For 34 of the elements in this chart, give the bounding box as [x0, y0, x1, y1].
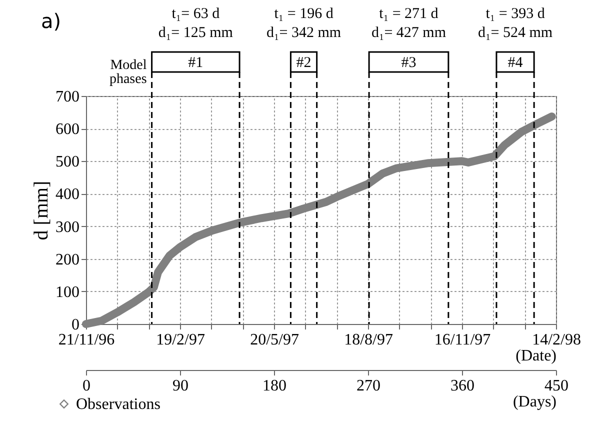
x2-tick-label: 21/11/96: [58, 332, 115, 348]
x-tick-label: 270: [356, 378, 380, 394]
y-tick-label: 200: [56, 251, 80, 268]
text: t₁ = 393 d d₁= 524 mm: [478, 6, 553, 41]
text: t₁ = 196 d d₁= 342 mm: [266, 6, 342, 41]
y-tick-label: 700: [56, 88, 80, 106]
x2-tick-label: 14/2/98: [532, 332, 581, 348]
x-tick-label: 90: [172, 378, 188, 394]
y-axis-title: d [mm]: [30, 180, 52, 240]
x2-tick-label: 16/11/97: [434, 332, 491, 348]
text: #1: [188, 55, 204, 71]
x-tick-label: 180: [262, 378, 286, 394]
x-tick-label: 450: [544, 378, 568, 394]
x2-axis-title: (Date): [516, 348, 556, 364]
legend-label: Observations: [76, 396, 160, 413]
x2-tick-label: 20/5/97: [250, 332, 299, 348]
text: #2: [296, 55, 312, 71]
x-axis-title: (Days): [512, 394, 556, 410]
text: Model phases: [109, 58, 147, 87]
text: #4: [508, 55, 524, 71]
text: #3: [401, 55, 416, 71]
y-tick-label: 300: [56, 218, 80, 236]
y-tick-label: 600: [56, 121, 80, 138]
chart-title: a): [41, 9, 62, 33]
text: t₁= 63 d d₁= 125 mm: [158, 6, 234, 41]
y-tick-label: 400: [56, 186, 80, 204]
y-tick-label: 500: [56, 154, 80, 171]
text: t₁ = 271 d d₁= 427 mm: [371, 6, 446, 41]
y-tick-label: 100: [56, 284, 80, 301]
x2-tick-label: 19/2/97: [156, 332, 205, 348]
x2-tick-label: 18/8/97: [344, 332, 393, 348]
y-tick-label: 0: [72, 316, 80, 334]
x-tick-label: 360: [450, 378, 474, 394]
x-tick-label: 0: [82, 378, 90, 394]
